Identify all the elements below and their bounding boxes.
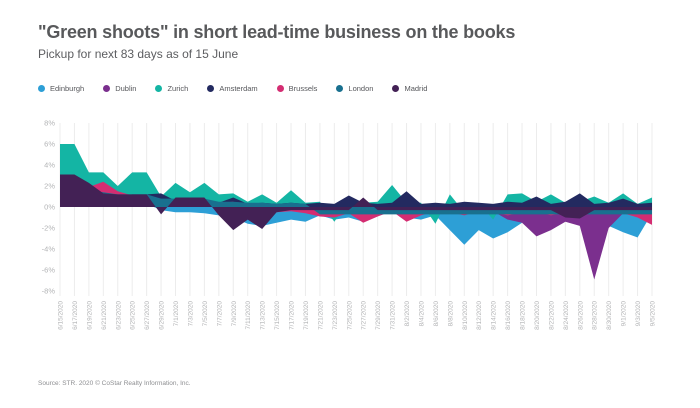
x-axis-tick-label: 6/23/2020 bbox=[115, 301, 122, 330]
legend-dot-amsterdam-icon bbox=[207, 85, 215, 92]
legend-dot-brussels-icon bbox=[276, 85, 284, 92]
source-note: Source: STR. 2020 © CoStar Realty Inform… bbox=[38, 380, 191, 387]
x-axis-tick-label: 8/20/2020 bbox=[534, 301, 541, 330]
legend-dot-edinburgh-icon bbox=[38, 85, 45, 92]
y-axis-tick-label: 4% bbox=[44, 161, 55, 170]
x-axis-tick-label: 8/26/2020 bbox=[577, 301, 584, 330]
legend-label: Edinburgh bbox=[50, 84, 85, 93]
x-axis-tick-label: 8/28/2020 bbox=[592, 301, 599, 330]
x-axis-tick-label: 7/23/2020 bbox=[332, 301, 339, 330]
x-axis-tick-label: 8/6/2020 bbox=[433, 301, 440, 327]
x-axis-tick-label: 9/5/2020 bbox=[650, 301, 657, 327]
legend-label: Amsterdam bbox=[219, 84, 258, 93]
y-axis-tick-label: -8% bbox=[42, 287, 56, 296]
x-axis-tick-label: 6/29/2020 bbox=[159, 301, 166, 330]
legend-label: London bbox=[348, 84, 374, 93]
x-axis-tick-label: 8/30/2020 bbox=[606, 301, 613, 330]
x-axis-tick-label: 8/22/2020 bbox=[548, 301, 555, 330]
x-axis-tick-label: 7/29/2020 bbox=[375, 301, 382, 330]
chart-legend: Edinburgh Dublin Zurich Amsterdam Brussels Lo… bbox=[38, 84, 427, 93]
legend-label: Dublin bbox=[115, 84, 137, 93]
x-axis-tick-label: 7/13/2020 bbox=[260, 301, 267, 330]
chart-subtitle: Pickup for next 83 days as of 15 June bbox=[38, 47, 239, 61]
x-axis-tick-label: 7/3/2020 bbox=[187, 301, 194, 327]
y-axis-tick-label: 8% bbox=[44, 119, 55, 128]
x-axis-tick-label: 8/18/2020 bbox=[520, 301, 527, 330]
legend-item-dublin: Dublin bbox=[103, 84, 136, 93]
y-axis-tick-label: 6% bbox=[44, 140, 55, 149]
x-axis-tick-label: 6/19/2020 bbox=[86, 301, 93, 330]
legend-dot-zurich-icon bbox=[155, 85, 163, 92]
y-axis-tick-label: 2% bbox=[44, 182, 55, 191]
x-axis-tick-label: 8/8/2020 bbox=[447, 301, 454, 327]
x-axis-tick-label: 8/24/2020 bbox=[563, 301, 570, 330]
x-axis-tick-label: 7/27/2020 bbox=[361, 301, 368, 330]
x-axis-tick-label: 8/10/2020 bbox=[462, 301, 469, 330]
y-axis-tick-label: -2% bbox=[42, 224, 56, 233]
x-axis-tick-label: 8/14/2020 bbox=[491, 301, 498, 330]
legend-label: Zurich bbox=[167, 84, 189, 93]
x-axis-tick-label: 8/2/2020 bbox=[404, 301, 411, 327]
page-title: "Green shoots" in short lead-time busine… bbox=[38, 22, 516, 42]
x-axis-tick-label: 6/17/2020 bbox=[72, 301, 79, 330]
area-series-madrid bbox=[60, 174, 652, 231]
y-axis-tick-label: 0% bbox=[44, 203, 55, 212]
legend-item-edinburgh: Edinburgh bbox=[38, 84, 84, 93]
x-axis-tick-label: 7/17/2020 bbox=[289, 301, 296, 330]
legend-dot-madrid-icon bbox=[392, 85, 400, 92]
legend-item-london: London bbox=[336, 84, 373, 93]
x-axis-tick-label: 6/21/2020 bbox=[101, 301, 108, 330]
y-axis-tick-label: -6% bbox=[42, 266, 56, 275]
x-axis-tick-label: 7/31/2020 bbox=[390, 301, 397, 330]
legend-label: Madrid bbox=[404, 84, 428, 93]
legend-item-zurich: Zurich bbox=[155, 84, 188, 93]
x-axis-tick-label: 7/25/2020 bbox=[346, 301, 353, 330]
x-axis-tick-label: 7/7/2020 bbox=[216, 301, 223, 327]
x-axis-tick-label: 8/4/2020 bbox=[418, 301, 425, 327]
x-axis-tick-label: 6/27/2020 bbox=[144, 301, 151, 330]
x-axis-tick-label: 9/1/2020 bbox=[621, 301, 628, 327]
legend-dot-london-icon bbox=[336, 85, 344, 92]
legend-label: Brussels bbox=[288, 84, 318, 93]
legend-item-madrid: Madrid bbox=[392, 84, 427, 93]
x-axis-tick-label: 8/16/2020 bbox=[505, 301, 512, 330]
x-axis-tick-label: 7/21/2020 bbox=[317, 301, 324, 330]
x-axis-tick-label: 7/19/2020 bbox=[303, 301, 310, 330]
x-axis-tick-label: 7/5/2020 bbox=[202, 301, 209, 327]
x-axis-tick-label: 6/15/2020 bbox=[58, 301, 65, 330]
x-axis-tick-label: 7/11/2020 bbox=[245, 301, 252, 330]
x-axis-tick-label: 7/15/2020 bbox=[274, 301, 281, 330]
legend-dot-dublin-icon bbox=[103, 85, 111, 92]
x-axis-tick-label: 7/9/2020 bbox=[231, 301, 238, 327]
x-axis-tick-label: 6/25/2020 bbox=[130, 301, 137, 330]
x-axis-tick-label: 8/12/2020 bbox=[476, 301, 483, 330]
y-axis-tick-label: -4% bbox=[42, 245, 56, 254]
x-axis-tick-label: 7/1/2020 bbox=[173, 301, 180, 327]
legend-item-amsterdam: Amsterdam bbox=[207, 84, 258, 93]
x-axis-tick-label: 9/3/2020 bbox=[635, 301, 642, 327]
legend-item-brussels: Brussels bbox=[276, 84, 318, 93]
